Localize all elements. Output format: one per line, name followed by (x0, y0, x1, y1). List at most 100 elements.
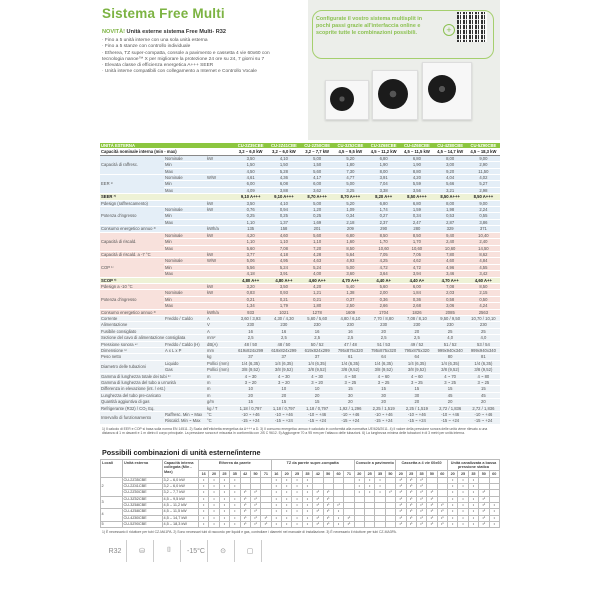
cell-value: 1826 (400, 309, 434, 317)
compatibility-cell: •¹ (478, 501, 490, 510)
cell-value: 3,91 (267, 270, 301, 278)
feature-item: · Fino a 5 stanze con controllo individu… (102, 44, 191, 50)
cell-value: 1,34 (234, 302, 268, 310)
table-row: Max 4,09 3,88 3,62 3,25 3,38 3,56 3,21 2,98 (100, 187, 500, 195)
cell-value: 0,25 (267, 212, 301, 220)
cell-value: 1,10 (300, 238, 334, 246)
table-row: Capacità di raffresc. Nominale kW 3,50 4,10 5… (100, 155, 500, 176)
outdoor-unit-large-image (422, 62, 472, 120)
cell-value: 2,00 (367, 289, 401, 297)
table-row: Max 1,10 1,37 1,69 2,18 2,37 2,47 2,87 3,86 (100, 219, 500, 227)
cell-value: 20 (367, 328, 401, 336)
cell-value: -10 ~ +46 (267, 411, 301, 419)
cell-value: 8,70 A+++ (333, 193, 368, 201)
cell-value: 4 ~ 60 (400, 373, 434, 381)
cell-value: 3/8 (9,52) (433, 366, 467, 374)
cell-value: -15 ~ +24 (466, 417, 500, 425)
cell-value: 9,50 / 9,50 (433, 315, 467, 323)
cell-value: 4,63 (300, 257, 334, 265)
cell-value: 8,80 (400, 168, 434, 176)
configurator-box[interactable] (312, 10, 494, 59)
cell-value: 158 (267, 225, 301, 233)
row-sublabel: Min (164, 212, 206, 220)
cell-value: 4 ~ 70 (433, 373, 467, 381)
cell-value: 15 (333, 385, 368, 393)
cell-value: 7,08 (267, 245, 301, 252)
table-row: Max 4,50 5,28 5,60 7,30 8,00 8,80 9,20 11,50 (100, 168, 500, 176)
cell-value: 49 / 52 (400, 341, 434, 349)
model-header: CU-2Z35CBE (234, 143, 268, 150)
compatibility-cell (488, 476, 500, 485)
cell-value: 47 / 48 (333, 341, 368, 349)
compatibility-cell (374, 520, 386, 529)
cell-value: -10 ~ +46 (466, 411, 500, 419)
cell-value: 1,18 / 0,797 (234, 405, 268, 413)
cell-value: 3/8 (9,52) (267, 366, 301, 374)
cell-value: 0,58 (433, 296, 467, 304)
fan-grille-icon (428, 75, 456, 103)
cell-value: 3,91 (367, 174, 401, 182)
cell-value: -15 ~ +24 (234, 417, 268, 425)
cell-value: 10,40 (466, 232, 500, 240)
cell-value: 2,87 (433, 219, 467, 227)
qr-code-icon[interactable] (457, 12, 487, 42)
compatibility-cell: • (467, 520, 480, 529)
cell-value: 1,90 (367, 161, 401, 169)
cell-value: 2,18 (333, 219, 368, 227)
cell-value: 2,5 (333, 334, 368, 342)
cell-value: 1/4 (6,35) (400, 360, 434, 368)
compatibility-cell (488, 489, 500, 497)
cell-value: 3,56 (400, 187, 434, 195)
compatibility-cell: • (301, 520, 314, 529)
row-unit (206, 219, 235, 227)
cell-value: -15 ~ +24 (367, 417, 401, 425)
cell-value: 15 (234, 398, 268, 406)
compatibility-cell: •¹ (436, 520, 449, 529)
model-header: CU-2Z50CBE (300, 143, 334, 150)
combinations-table: Locali Unità esterna Capacità interna coll… (100, 459, 500, 529)
row-label: Capacità nominale interna (min - max) (100, 148, 235, 156)
cell-value: 230 (433, 321, 467, 329)
table-row: Pdesign a -10 °C kW 3,20 3,50 4,20 5,40 5,60 6,… (100, 283, 500, 291)
cell-value: 7,30 (333, 168, 368, 176)
cell-value: 3,38 (367, 187, 401, 195)
cell-value: 15 (400, 385, 434, 393)
cell-value: 3,2 – 6,0 kW (234, 148, 268, 156)
plus-icon[interactable]: + (443, 24, 455, 36)
table-row: Fusibile consigliato A 16 16 16 16 20 20 25 25 (100, 328, 500, 336)
row-unit: W/W (206, 174, 235, 182)
cell-value: 3,50 (267, 283, 301, 291)
compatibility-cell: • (229, 520, 241, 529)
table-row: Sezione del cavo di alimentazione consig… (100, 334, 500, 342)
cell-value: 3,46 (433, 270, 467, 278)
cell-value: 2,24 (466, 206, 500, 214)
table-row: Corrente Freddo / Caldo A 3,60 / 3,93 4,30 /… (100, 315, 500, 323)
compatibility-cell: •¹ (343, 520, 355, 529)
table-row: Min 1,50 1,50 1,50 1,80 1,90 1,90 3,00 2,90 (100, 161, 500, 169)
cell-value: 230 (300, 321, 334, 329)
cell-value: 9,00 (466, 200, 500, 208)
cell-value: 1,69 (300, 219, 334, 227)
cell-value: 4,17 (300, 174, 334, 182)
cell-value: 4,09 (234, 187, 268, 195)
row-sublabel: Max (164, 302, 206, 310)
table-row: Consumo energetico annuo ³⁾ kWh/a 933 1021 1… (100, 309, 500, 317)
cell-value: -10 ~ +46 (300, 411, 334, 419)
cell-value: 1,10 (234, 219, 268, 227)
row-sublabel: Freddo / Caldo (H) (164, 341, 206, 349)
combo-row: CU-2Z50CBE 3,2 – 7,7 kW • • • • •¹ •¹ • • • • •¹ •¹ • •… (101, 489, 500, 497)
cell-value: 48 / 50 (234, 341, 268, 349)
compatibility-cell: •¹ (426, 520, 438, 529)
cell-value: 9,00 (466, 155, 500, 163)
model-header: CU-2Z41CBE (267, 143, 301, 150)
row-label: Pdesign (raffrescamento) (100, 200, 206, 208)
cell-value: 8,00 (367, 168, 401, 176)
cell-value: 5,60 / 5,60 (300, 315, 334, 323)
cell-value: 4,20 (400, 174, 434, 182)
cell-value: 3,2 – 6,0 kW (267, 148, 301, 156)
wifi-control-icon: ⊙ (212, 540, 235, 563)
cell-value: 5,60 (300, 168, 334, 176)
row-unit (206, 270, 235, 278)
cell-value: 5,40 (333, 283, 368, 291)
